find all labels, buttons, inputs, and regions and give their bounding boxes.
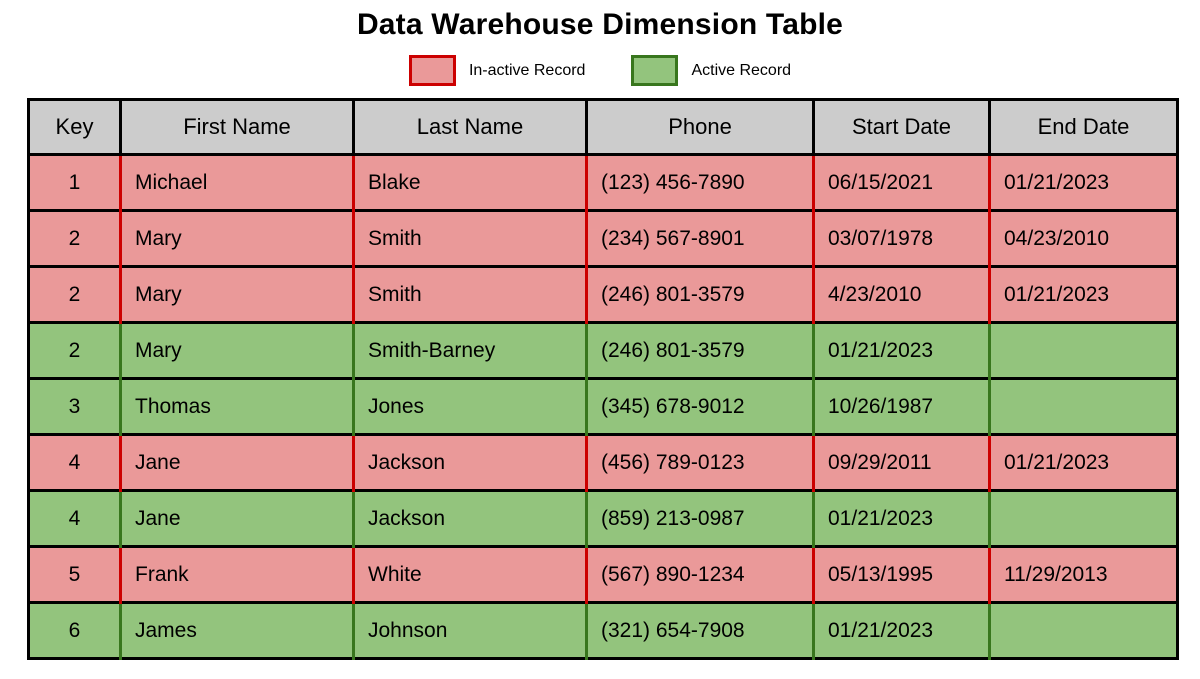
cell-start-date: 01/21/2023 bbox=[812, 489, 990, 547]
cell-start-date: 10/26/1987 bbox=[812, 377, 990, 435]
page-title: Data Warehouse Dimension Table bbox=[356, 8, 844, 41]
cell-end-date: 01/21/2023 bbox=[988, 153, 1178, 211]
cell-last-name: Jones bbox=[352, 377, 587, 435]
cell-phone: (567) 890-1234 bbox=[585, 545, 814, 603]
cell-last-name: Jackson bbox=[352, 433, 587, 491]
table-row: 1 Michael Blake (123) 456-7890 06/15/202… bbox=[28, 153, 1178, 211]
cell-first-name: Mary bbox=[119, 321, 354, 379]
cell-last-name: White bbox=[352, 545, 587, 603]
legend-label-active: Active Record bbox=[691, 61, 792, 79]
cell-key: 4 bbox=[28, 489, 121, 547]
table-row: 5 Frank White (567) 890-1234 05/13/1995 … bbox=[28, 545, 1178, 603]
legend: In-active Record Active Record bbox=[0, 55, 1200, 86]
column-header-start-date: Start Date bbox=[812, 98, 991, 156]
cell-key: 2 bbox=[28, 321, 121, 379]
cell-phone: (859) 213-0987 bbox=[585, 489, 814, 547]
header-row: Key First Name Last Name Phone Start Dat… bbox=[27, 98, 1179, 156]
cell-phone: (321) 654-7908 bbox=[585, 601, 814, 659]
legend-label-inactive: In-active Record bbox=[468, 61, 586, 79]
cell-phone: (123) 456-7890 bbox=[585, 153, 814, 211]
cell-end-date: 01/21/2023 bbox=[988, 433, 1178, 491]
cell-first-name: Mary bbox=[119, 265, 354, 323]
cell-phone: (246) 801-3579 bbox=[585, 265, 814, 323]
table-row: 2 Mary Smith (246) 801-3579 4/23/2010 01… bbox=[28, 265, 1178, 323]
cell-start-date: 05/13/1995 bbox=[812, 545, 990, 603]
inactive-record-swatch-icon bbox=[408, 55, 456, 86]
cell-first-name: James bbox=[119, 601, 354, 659]
cell-key: 2 bbox=[28, 209, 121, 267]
table-row: 3 Thomas Jones (345) 678-9012 10/26/1987 bbox=[28, 377, 1178, 435]
column-header-phone: Phone bbox=[585, 98, 815, 156]
cell-phone: (246) 801-3579 bbox=[585, 321, 814, 379]
table-body: 1 Michael Blake (123) 456-7890 06/15/202… bbox=[28, 153, 1178, 659]
cell-phone: (345) 678-9012 bbox=[585, 377, 814, 435]
cell-first-name: Mary bbox=[119, 209, 354, 267]
cell-last-name: Smith-Barney bbox=[352, 321, 587, 379]
table-row: 2 Mary Smith-Barney (246) 801-3579 01/21… bbox=[28, 321, 1178, 379]
column-header-last-name: Last Name bbox=[352, 98, 588, 156]
cell-end-date bbox=[988, 489, 1178, 547]
cell-key: 2 bbox=[28, 265, 121, 323]
cell-end-date bbox=[988, 377, 1178, 435]
table-row: 6 James Johnson (321) 654-7908 01/21/202… bbox=[28, 601, 1178, 659]
cell-key: 1 bbox=[28, 153, 121, 211]
cell-key: 6 bbox=[28, 601, 121, 659]
cell-phone: (456) 789-0123 bbox=[585, 433, 814, 491]
cell-last-name: Johnson bbox=[352, 601, 587, 659]
cell-first-name: Frank bbox=[119, 545, 354, 603]
table-row: 2 Mary Smith (234) 567-8901 03/07/1978 0… bbox=[28, 209, 1178, 267]
column-header-first-name: First Name bbox=[119, 98, 355, 156]
cell-last-name: Blake bbox=[352, 153, 587, 211]
cell-first-name: Jane bbox=[119, 433, 354, 491]
table-header: Key First Name Last Name Phone Start Dat… bbox=[27, 98, 1179, 156]
cell-key: 4 bbox=[28, 433, 121, 491]
cell-end-date bbox=[988, 601, 1178, 659]
table-row: 4 Jane Jackson (859) 213-0987 01/21/2023 bbox=[28, 489, 1178, 547]
cell-end-date: 11/29/2013 bbox=[988, 545, 1178, 603]
column-header-end-date: End Date bbox=[988, 98, 1179, 156]
table-row: 4 Jane Jackson (456) 789-0123 09/29/2011… bbox=[28, 433, 1178, 491]
cell-start-date: 01/21/2023 bbox=[812, 601, 990, 659]
cell-end-date bbox=[988, 321, 1178, 379]
cell-start-date: 03/07/1978 bbox=[812, 209, 990, 267]
cell-start-date: 01/21/2023 bbox=[812, 321, 990, 379]
cell-end-date: 01/21/2023 bbox=[988, 265, 1178, 323]
cell-end-date: 04/23/2010 bbox=[988, 209, 1178, 267]
cell-first-name: Thomas bbox=[119, 377, 354, 435]
legend-item-active-record: Active Record bbox=[631, 55, 791, 86]
active-record-swatch-icon bbox=[631, 55, 679, 86]
cell-start-date: 4/23/2010 bbox=[812, 265, 990, 323]
legend-item-inactive-record: In-active Record bbox=[408, 55, 586, 86]
dimension-table: Key First Name Last Name Phone Start Dat… bbox=[27, 98, 1179, 660]
cell-phone: (234) 567-8901 bbox=[585, 209, 814, 267]
cell-key: 5 bbox=[28, 545, 121, 603]
column-header-key: Key bbox=[27, 98, 122, 156]
cell-last-name: Jackson bbox=[352, 489, 587, 547]
cell-start-date: 09/29/2011 bbox=[812, 433, 990, 491]
cell-first-name: Michael bbox=[119, 153, 354, 211]
cell-first-name: Jane bbox=[119, 489, 354, 547]
cell-start-date: 06/15/2021 bbox=[812, 153, 990, 211]
cell-last-name: Smith bbox=[352, 209, 587, 267]
cell-key: 3 bbox=[28, 377, 121, 435]
cell-last-name: Smith bbox=[352, 265, 587, 323]
